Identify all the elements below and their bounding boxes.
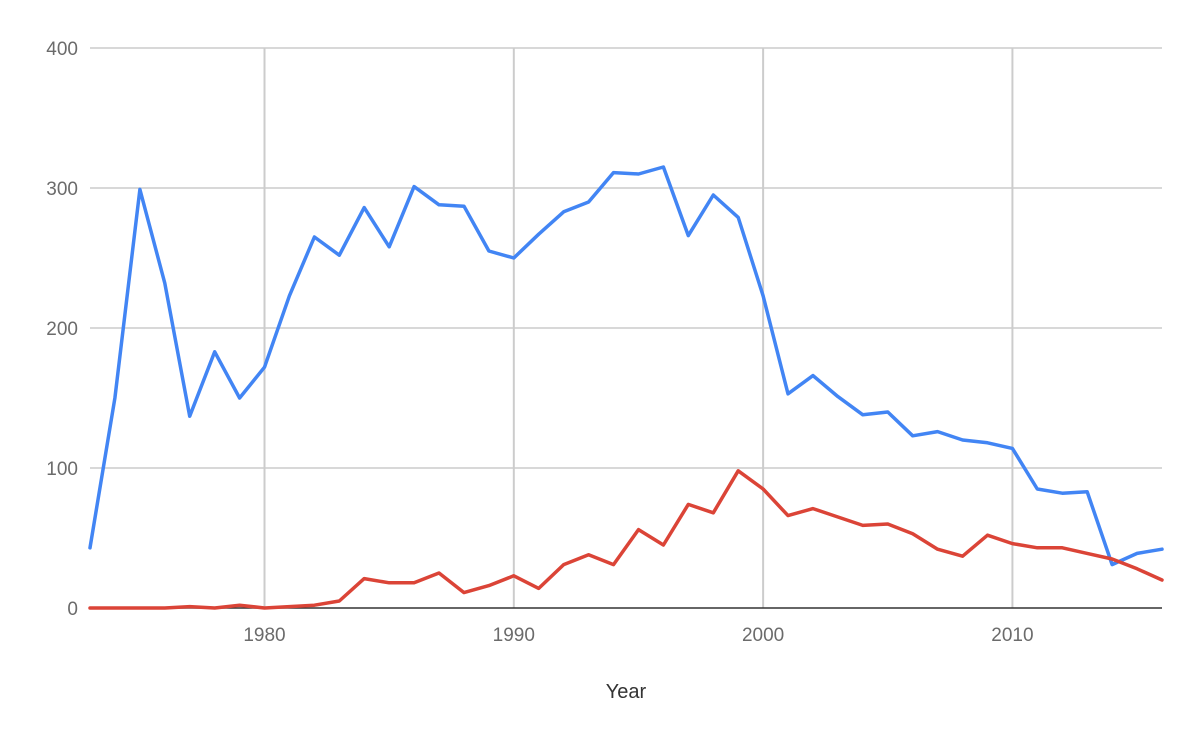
x-axis-title: Year <box>606 681 647 703</box>
x-tick-label: 1990 <box>493 625 535 646</box>
y-tick-label: 100 <box>46 459 78 480</box>
series-layer <box>88 165 1164 610</box>
y-tick-label: 0 <box>67 599 78 620</box>
grid-layer <box>90 47 1162 609</box>
series-line-1 <box>88 165 1164 567</box>
y-tick-label: 400 <box>46 39 78 60</box>
tick-layer: 0 100 200 300 400 1980 1990 2000 2010 <box>46 39 1033 646</box>
x-tick-label: 2000 <box>742 625 784 646</box>
series-line-2 <box>88 469 1164 610</box>
x-tick-label: 1980 <box>243 625 285 646</box>
y-tick-label: 200 <box>46 319 78 340</box>
x-tick-label: 2010 <box>991 625 1033 646</box>
y-tick-label: 300 <box>46 179 78 200</box>
